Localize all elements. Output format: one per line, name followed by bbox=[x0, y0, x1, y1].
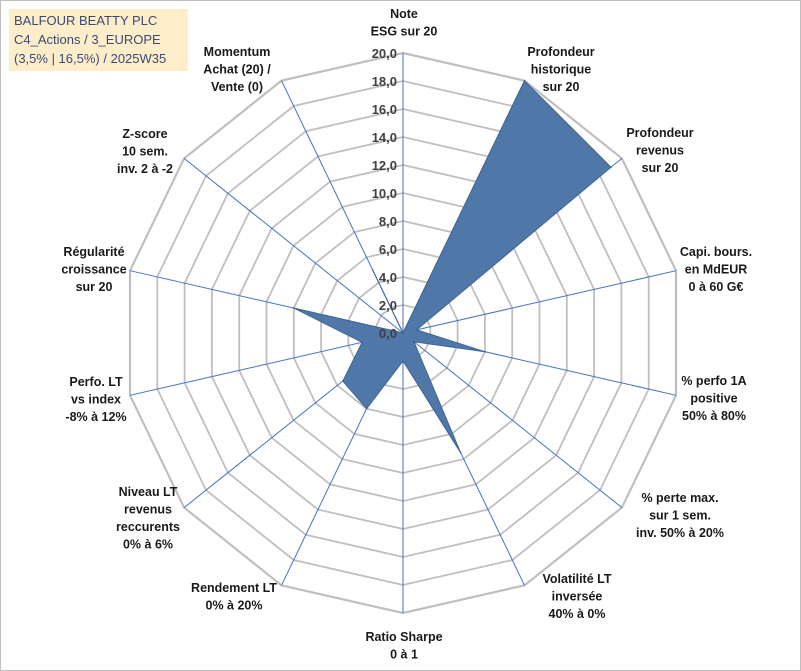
radar-axis-labels: Note ESG sur 20 Profondeur historique sur 20… bbox=[61, 7, 752, 662]
tick-label-10: 20,0 bbox=[372, 46, 397, 61]
tick-label-4: 8,0 bbox=[379, 214, 397, 229]
tick-label-1: 2,0 bbox=[379, 298, 397, 313]
title-line-2: C4_Actions / 3_EUROPE bbox=[14, 32, 161, 47]
data-point-3 bbox=[415, 329, 418, 331]
tick-label-5: 10,0 bbox=[372, 186, 397, 201]
data-point-6 bbox=[459, 452, 462, 454]
data-point-13 bbox=[371, 269, 374, 271]
tick-label-9: 18,0 bbox=[372, 74, 397, 89]
tick-label-6: 12,0 bbox=[372, 158, 397, 173]
axis-label-4-line-1: positive bbox=[690, 392, 737, 406]
axis-label-5-line-2: inv. 50% à 20% bbox=[636, 526, 724, 540]
axis-label-6-line-0: Volatilité LT bbox=[543, 572, 612, 586]
axis-label-0-line-1: ESG sur 20 bbox=[371, 25, 438, 39]
axis-label-5-line-1: sur 1 sem. bbox=[649, 509, 711, 523]
data-point-9 bbox=[342, 380, 344, 382]
data-point-1 bbox=[523, 79, 526, 82]
axis-label-3-line-0: Capi. bours. bbox=[680, 245, 752, 259]
axis-label-10-line-0: Perfo. LT bbox=[69, 375, 123, 389]
axis-line-10 bbox=[129, 332, 404, 396]
tick-label-7: 14,0 bbox=[372, 130, 397, 145]
axis-label-3-line-1: en MdEUR bbox=[685, 263, 748, 277]
data-point-4 bbox=[484, 350, 486, 353]
data-point-8 bbox=[365, 407, 368, 410]
axis-label-2-line-2: sur 20 bbox=[642, 161, 679, 175]
axis-label-12-line-2: inv. 2 à -2 bbox=[117, 162, 173, 176]
data-point-2 bbox=[610, 166, 612, 168]
axis-label-10-line-1: vs index bbox=[71, 393, 121, 407]
tick-label-8: 16,0 bbox=[372, 102, 397, 117]
axis-label-9-line-3: 0% à 6% bbox=[123, 538, 173, 552]
data-point-12 bbox=[402, 332, 404, 334]
axis-label-5-line-0: % perte max. bbox=[641, 491, 718, 505]
axis-label-9-line-1: revenus bbox=[124, 503, 172, 517]
axis-label-7-line-0: Ratio Sharpe bbox=[365, 630, 442, 644]
title-line-3: (3,5% | 16,5%) / 2025W35 bbox=[14, 51, 167, 66]
data-point-11 bbox=[293, 307, 295, 309]
axis-label-13-line-2: Vente (0) bbox=[211, 80, 263, 94]
axis-label-4-line-0: % perfo 1A bbox=[681, 374, 746, 388]
axis-label-11-line-1: croissance bbox=[61, 263, 126, 277]
axis-label-1-line-2: sur 20 bbox=[543, 80, 580, 94]
axis-label-8-line-0: Rendement LT bbox=[191, 581, 277, 595]
axis-line-3 bbox=[402, 270, 677, 334]
axis-label-1-line-0: Profondeur bbox=[527, 45, 594, 59]
axis-line-5 bbox=[402, 332, 623, 508]
axis-label-0-line-0: Note bbox=[390, 7, 418, 21]
axis-label-2-line-1: revenus bbox=[636, 144, 684, 158]
chart-title-box: BALFOUR BEATTY PLC C4_Actions / 3_EUROPE… bbox=[9, 9, 188, 71]
axis-line-12 bbox=[183, 158, 404, 334]
axis-label-2-line-0: Profondeur bbox=[626, 126, 693, 140]
tick-label-2: 4,0 bbox=[379, 270, 397, 285]
data-point-10 bbox=[361, 341, 363, 344]
axis-label-7-line-1: 0 à 1 bbox=[390, 648, 418, 662]
axis-label-6-line-2: 40% à 0% bbox=[549, 607, 606, 621]
radar-tick-labels: 0,0 2,0 4,0 6,0 8,0 10,0 12,0 14,0 16,0 18,0 20,0 bbox=[372, 46, 397, 341]
axis-label-11-line-0: Régularité bbox=[63, 245, 124, 259]
radar-series bbox=[293, 79, 612, 454]
axis-label-9-line-0: Niveau LT bbox=[119, 485, 178, 499]
axis-label-4-line-2: 50% à 80% bbox=[682, 409, 746, 423]
data-point-7 bbox=[402, 360, 404, 362]
axis-label-6-line-1: inversée bbox=[552, 590, 603, 604]
axis-label-3-line-2: 0 à 60 G€ bbox=[689, 280, 744, 294]
title-line-1: BALFOUR BEATTY PLC bbox=[14, 13, 158, 28]
axis-label-10-line-2: -8% à 12% bbox=[65, 410, 126, 424]
axis-label-12-line-1: 10 sem. bbox=[122, 145, 168, 159]
axis-label-13-line-1: Achat (20) / bbox=[203, 63, 271, 77]
tick-label-3: 6,0 bbox=[379, 242, 397, 257]
axis-label-1-line-1: historique bbox=[531, 63, 591, 77]
series-area-0 bbox=[293, 79, 612, 454]
axis-label-8-line-1: 0% à 20% bbox=[206, 599, 263, 613]
axis-label-9-line-2: reccurents bbox=[116, 520, 180, 534]
data-point-5 bbox=[413, 340, 415, 343]
axis-label-13-line-0: Momentum bbox=[204, 45, 271, 59]
tick-label-0: 0,0 bbox=[379, 326, 397, 341]
axis-label-11-line-2: sur 20 bbox=[76, 280, 113, 294]
axis-label-12-line-0: Z-score bbox=[122, 127, 167, 141]
